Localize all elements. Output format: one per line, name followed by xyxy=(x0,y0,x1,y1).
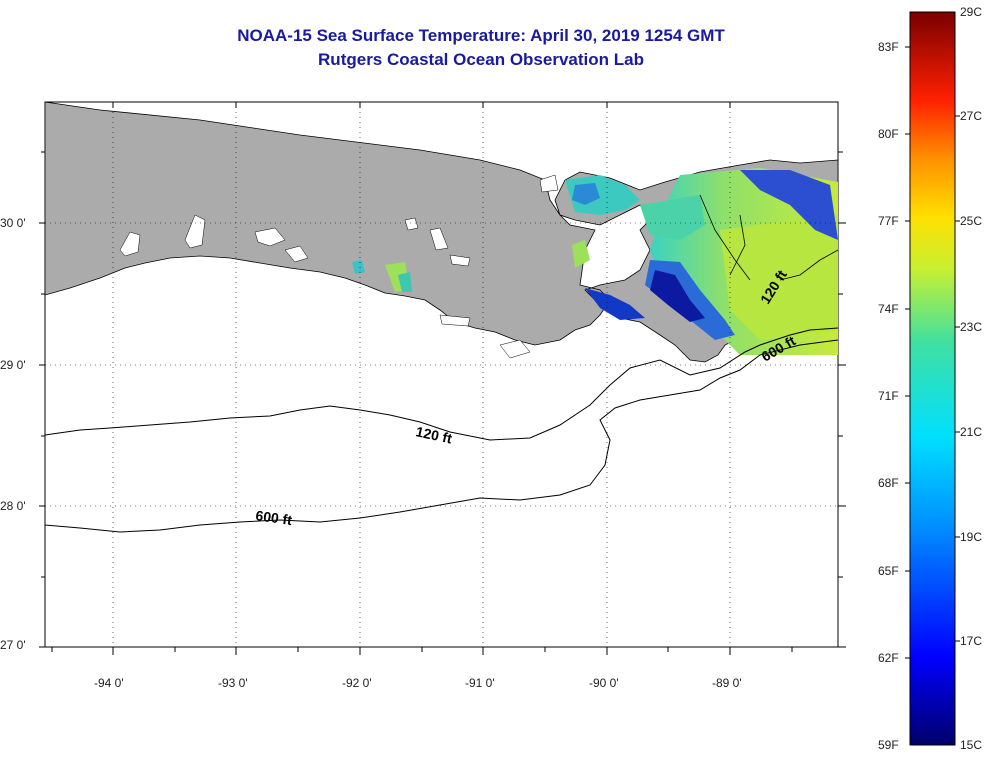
colorbar-f-label: 83F xyxy=(878,40,899,54)
contour-label: 600 ft xyxy=(255,507,294,528)
colorbar-ticks xyxy=(905,46,960,659)
colorbar-c-label: 15C xyxy=(960,738,983,752)
colorbar-c-label: 23C xyxy=(960,320,983,334)
frame-ticks xyxy=(39,102,846,655)
colorbar-c-label: 27C xyxy=(960,109,983,123)
colorbar-f-label: 77F xyxy=(878,214,899,228)
lat-label: 29 0' xyxy=(0,358,26,372)
lon-label: -89 0' xyxy=(712,676,742,690)
coastline-detail xyxy=(699,194,838,281)
colorbar-c-label: 17C xyxy=(960,634,983,648)
colorbar-c-label: 25C xyxy=(960,214,983,228)
colorbar-c-label: 29C xyxy=(960,5,983,19)
bathymetry-contours xyxy=(45,327,838,533)
lat-label: 27 0' xyxy=(0,638,26,652)
map-title: NOAA-15 Sea Surface Temperature: April 3… xyxy=(237,26,725,45)
graticule xyxy=(45,102,838,647)
lon-label: -91 0' xyxy=(465,676,495,690)
lon-label: -93 0' xyxy=(218,676,248,690)
colorbar-f-label: 71F xyxy=(878,389,899,403)
lon-label: -90 0' xyxy=(589,676,619,690)
colorbar-f-label: 59F xyxy=(878,738,899,752)
map-subtitle: Rutgers Coastal Ocean Observation Lab xyxy=(318,50,644,69)
lat-label: 28 0' xyxy=(0,499,26,513)
lon-label: -92 0' xyxy=(342,676,372,690)
colorbar-c-label: 19C xyxy=(960,530,983,544)
colorbar-f-label: 65F xyxy=(878,564,899,578)
lon-label: -94 0' xyxy=(94,676,124,690)
sst-swath xyxy=(352,168,838,355)
colorbar-f-label: 80F xyxy=(878,127,899,141)
contour-label: 120 ft xyxy=(414,423,453,446)
colorbar-f-label: 74F xyxy=(878,302,899,316)
lat-label: 30 0' xyxy=(0,216,26,230)
colorbar-f-label: 62F xyxy=(878,651,899,665)
colorbar-c-label: 21C xyxy=(960,425,983,439)
colorbar-f-label: 68F xyxy=(878,476,899,490)
colorbar xyxy=(909,11,956,746)
